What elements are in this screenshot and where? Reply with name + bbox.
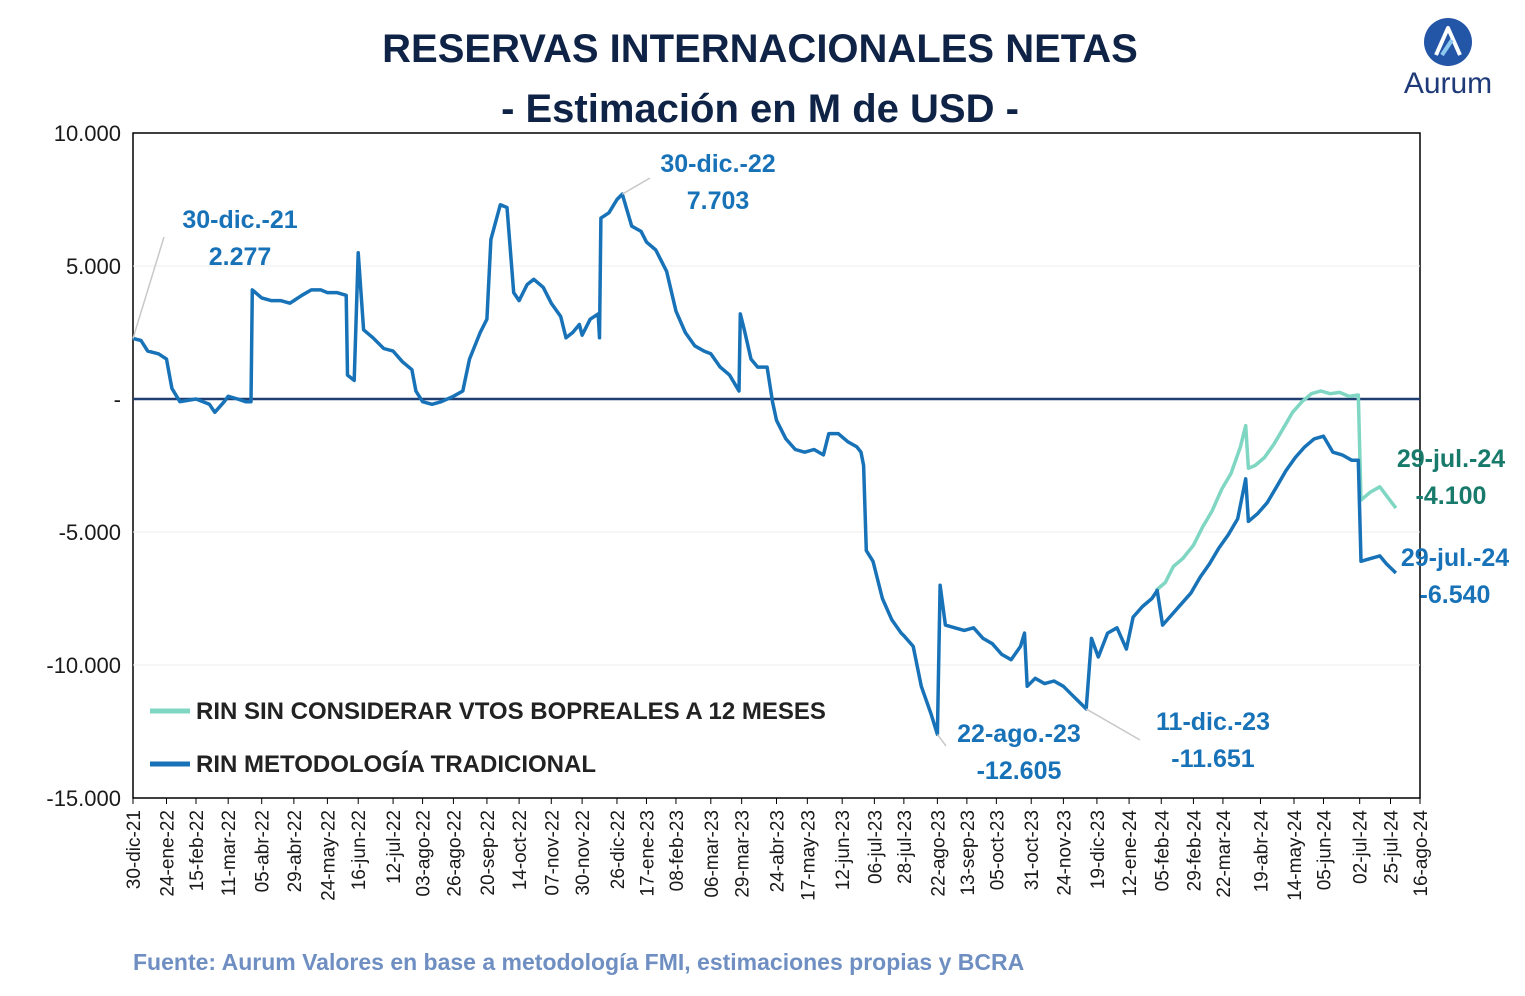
annotation-leader: [936, 733, 947, 747]
x-tick-label: 29-mar-23: [733, 810, 754, 898]
annotations: 30-dic.-21 2.277 30-dic.-22 7.703 22-ago.-23…: [132, 150, 1509, 785]
annotation-date: 22-ago.-23: [957, 720, 1081, 748]
y-tick-label: -5.000: [59, 520, 121, 545]
annotation-date: 11-dic.-23: [1156, 708, 1270, 736]
x-tick-label: 12-jun-23: [833, 810, 854, 890]
legend-label-sin-vtos: RIN SIN CONSIDERAR VTOS BOPREALES A 12 M…: [196, 698, 826, 725]
x-tick-label: 16-ago-24: [1411, 810, 1432, 897]
x-tick-label: 02-jul-24: [1351, 810, 1372, 884]
x-tick-label: 19-dic-23: [1088, 810, 1109, 889]
x-tick-label: 30-nov-22: [573, 810, 594, 896]
x-tick-label: 07-nov-22: [542, 810, 563, 896]
aurum-logo-icon: [1424, 18, 1472, 66]
x-tick-label: 24-nov-23: [1054, 810, 1075, 896]
x-tick-label: 17-ene-23: [637, 810, 658, 897]
annotation-value: 2.277: [209, 243, 272, 271]
x-tick-label: 12-ene-24: [1120, 810, 1141, 897]
x-tick-label: 24-may-22: [318, 810, 339, 901]
annotation-leader: [621, 177, 651, 195]
annotation-date: 30-dic.-21: [182, 206, 297, 234]
y-tick-label: 5.000: [66, 254, 121, 279]
legend-label-tradicional: RIN METODOLOGÍA TRADICIONAL: [196, 750, 596, 778]
x-tick-label: 20-sep-22: [478, 810, 499, 896]
x-tick-label: 22-mar-24: [1214, 810, 1235, 898]
x-tick-label: 17-may-23: [798, 810, 819, 901]
annotation-value: -11.651: [1171, 745, 1255, 773]
y-tick-label: -10.000: [46, 653, 121, 678]
x-tick-label: 24-abr-23: [768, 810, 789, 892]
x-tick-label: 29-feb-24: [1184, 810, 1205, 892]
gridlines: [133, 265, 1420, 666]
x-tick-label: 29-abr-22: [285, 810, 306, 892]
x-tick-label: 06-jul-23: [865, 810, 886, 884]
series-line-0: [1154, 389, 1398, 592]
x-tick-label: 16-jun-22: [349, 810, 370, 890]
annotation-date: 29-jul.-24: [1401, 544, 1509, 572]
x-tick-label: 26-ago-22: [444, 810, 465, 897]
annotation-leader: [1085, 708, 1141, 741]
x-tick-label: 26-dic-22: [608, 810, 629, 889]
annotation-value: 7.703: [687, 187, 750, 215]
annotation-date: 30-dic.-22: [660, 150, 775, 178]
chart-title-line2: - Estimación en M de USD -: [501, 87, 1019, 131]
annotation-leader: [132, 236, 165, 339]
x-tick-label: 14-may-24: [1285, 810, 1306, 901]
y-tick-label: 10.000: [54, 121, 121, 146]
x-tick-label: 14-oct-22: [510, 810, 531, 890]
x-tick-label: 15-feb-22: [187, 810, 208, 891]
y-tick-label: -: [114, 387, 121, 412]
chart-title-line1: RESERVAS INTERNACIONALES NETAS: [382, 27, 1138, 71]
x-tick-label: 28-jul-23: [895, 810, 916, 884]
y-tick-label: -15.000: [46, 786, 121, 811]
x-tick-label: 05-abr-22: [253, 810, 274, 892]
aurum-logo-text: Aurum: [1404, 67, 1492, 100]
x-tick-label: 05-oct-23: [987, 810, 1008, 890]
x-tick-label: 05-feb-24: [1152, 810, 1173, 892]
series: [132, 192, 1398, 737]
x-tick-label: 22-ago-23: [928, 810, 949, 897]
x-tick-label: 05-jun-24: [1314, 810, 1335, 891]
x-tick-label: 24-ene-22: [158, 810, 179, 897]
x-tick-label: 30-dic-21: [124, 810, 145, 889]
x-tick-label: 11-mar-22: [219, 810, 240, 896]
legend: RIN SIN CONSIDERAR VTOS BOPREALES A 12 M…: [150, 698, 826, 778]
source-note: Fuente: Aurum Valores en base a metodolo…: [133, 949, 1024, 975]
y-axis-ticks: 10.000 5.000 - -5.000 -10.000 -15.000: [46, 121, 121, 811]
x-axis-ticks: 30-dic-21 24-ene-22 15-feb-22 11-mar-22 05-a…: [124, 798, 1432, 901]
series-line-1: [132, 192, 1398, 737]
annotation-value: -12.605: [977, 757, 1062, 785]
x-tick-label: 03-ago-22: [414, 810, 435, 897]
x-tick-label: 13-sep-23: [958, 810, 979, 896]
annotation-value: -4.100: [1416, 482, 1487, 510]
aurum-logo: Aurum: [1404, 18, 1492, 100]
x-tick-label: 25-jul-24: [1382, 810, 1403, 884]
x-tick-label: 08-feb-23: [667, 810, 688, 891]
annotation-value: -6.540: [1420, 581, 1491, 609]
x-tick-label: 19-abr-24: [1251, 810, 1272, 893]
x-tick-label: 12-jul-22: [384, 810, 405, 884]
x-tick-label: 31-oct-23: [1022, 810, 1043, 890]
x-tick-label: 06-mar-23: [702, 810, 723, 898]
annotation-date: 29-jul.-24: [1397, 445, 1505, 473]
